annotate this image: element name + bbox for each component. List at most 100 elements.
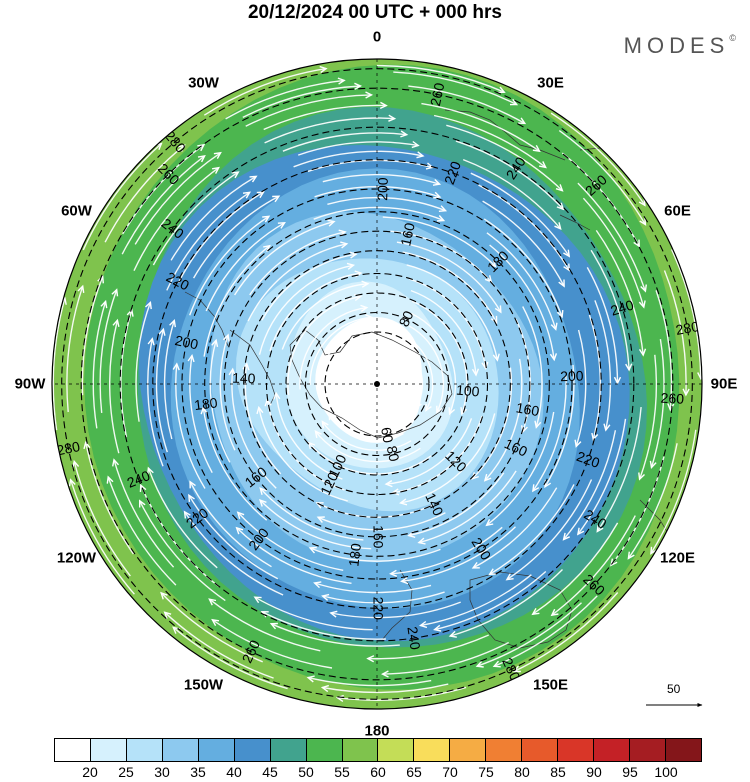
- colorbar-cell: [486, 739, 523, 761]
- streamline-arrow: [360, 304, 369, 312]
- streamline-arrow: [169, 319, 176, 328]
- streamline: [66, 285, 84, 413]
- colorbar-tick-label: 80: [514, 764, 530, 780]
- streamline: [99, 289, 118, 413]
- streamline-arrow: [433, 624, 442, 632]
- colorbar-cell: [126, 739, 163, 761]
- streamline: [411, 312, 457, 415]
- streamline: [577, 418, 627, 535]
- contour-label: 160: [397, 221, 418, 247]
- streamline: [627, 443, 678, 559]
- streamline-arrow: [471, 472, 479, 480]
- longitude-label: 60W: [61, 202, 92, 219]
- streamline-arrow: [177, 144, 186, 152]
- streamline: [135, 302, 152, 422]
- streamline-arrow: [139, 483, 147, 492]
- colorbar-cell: [234, 739, 271, 761]
- streamline: [237, 511, 344, 571]
- streamline-arrow: [433, 191, 442, 199]
- wind-scale-label: 50: [667, 682, 681, 696]
- streamline-arrow: [259, 487, 267, 495]
- streamline: [134, 152, 221, 245]
- streamline: [231, 369, 277, 489]
- streamline-arrow: [399, 498, 408, 506]
- streamline-arrow: [83, 440, 91, 450]
- streamline: [261, 611, 386, 640]
- streamline-arrow: [189, 480, 196, 489]
- streamline-arrow: [368, 323, 377, 332]
- streamline-arrow: [639, 217, 647, 226]
- streamline: [650, 429, 697, 554]
- streamline-arrow: [253, 596, 262, 604]
- streamline: [269, 272, 362, 352]
- colorbar-cell: [665, 739, 701, 761]
- colorbar-cell: [90, 739, 127, 761]
- streamline-arrow: [72, 459, 80, 469]
- streamline-arrow: [425, 162, 435, 170]
- streamline: [590, 249, 630, 370]
- streamline-arrow: [638, 348, 647, 357]
- coastline: [444, 109, 566, 161]
- streamline: [275, 393, 343, 480]
- streamline-arrow: [371, 335, 380, 343]
- streamline-arrow: [562, 532, 570, 541]
- streamline-arrow: [365, 314, 374, 322]
- streamline-arrow: [492, 660, 501, 668]
- streamline-arrow: [256, 405, 264, 415]
- streamline: [287, 295, 361, 395]
- streamline-arrow: [488, 568, 497, 576]
- streamline: [322, 683, 449, 694]
- streamline: [588, 314, 602, 440]
- streamline: [247, 243, 347, 322]
- contour-label: 160: [370, 525, 386, 549]
- longitude-label: 90W: [14, 375, 46, 393]
- streamline-arrow: [272, 195, 281, 203]
- streamline: [472, 487, 558, 569]
- streamline: [390, 526, 503, 575]
- streamline: [259, 487, 364, 541]
- streamline: [314, 430, 421, 463]
- streamline-arrow: [667, 403, 675, 412]
- streamline: [225, 79, 345, 120]
- longitude-label: 0: [372, 28, 382, 46]
- streamline: [270, 623, 400, 647]
- streamline-arrow: [416, 151, 425, 159]
- streamline-arrow: [106, 475, 114, 484]
- streamline-arrow: [316, 516, 325, 523]
- streamline: [258, 407, 348, 502]
- coastline: [184, 291, 229, 347]
- streamline-arrow: [380, 670, 389, 678]
- streamline: [489, 484, 575, 575]
- streamline: [483, 218, 563, 318]
- streamline-arrow: [147, 466, 154, 475]
- longitude-label: 120W: [56, 549, 97, 566]
- streamline: [321, 421, 412, 451]
- streamline-arrow: [574, 439, 582, 448]
- streamline-arrow: [183, 510, 191, 519]
- colorbar-cell: [558, 739, 595, 761]
- streamline-arrow: [213, 151, 222, 159]
- streamline: [203, 67, 327, 116]
- streamline: [107, 476, 177, 586]
- colorbar-cell: [522, 739, 559, 761]
- longitude-label: 120E: [659, 549, 696, 566]
- streamline-arrow: [640, 284, 647, 293]
- streamline: [242, 85, 361, 119]
- streamline-arrow: [563, 263, 570, 272]
- streamline-arrow: [627, 551, 635, 560]
- streamline: [638, 354, 658, 480]
- streamline-arrow: [556, 202, 565, 211]
- logo-text: MODES: [623, 33, 730, 58]
- streamline-arrow: [319, 65, 328, 74]
- streamline-arrow: [249, 175, 258, 183]
- streamline-arrow: [492, 353, 500, 362]
- streamline: [484, 358, 523, 482]
- streamline: [92, 301, 107, 429]
- streamline-arrow: [556, 310, 564, 319]
- streamline-arrow: [366, 655, 375, 663]
- streamline: [309, 547, 441, 562]
- streamline-arrow: [328, 412, 336, 421]
- streamline: [382, 216, 496, 267]
- streamline-arrow: [389, 569, 398, 577]
- streamline: [462, 158, 562, 230]
